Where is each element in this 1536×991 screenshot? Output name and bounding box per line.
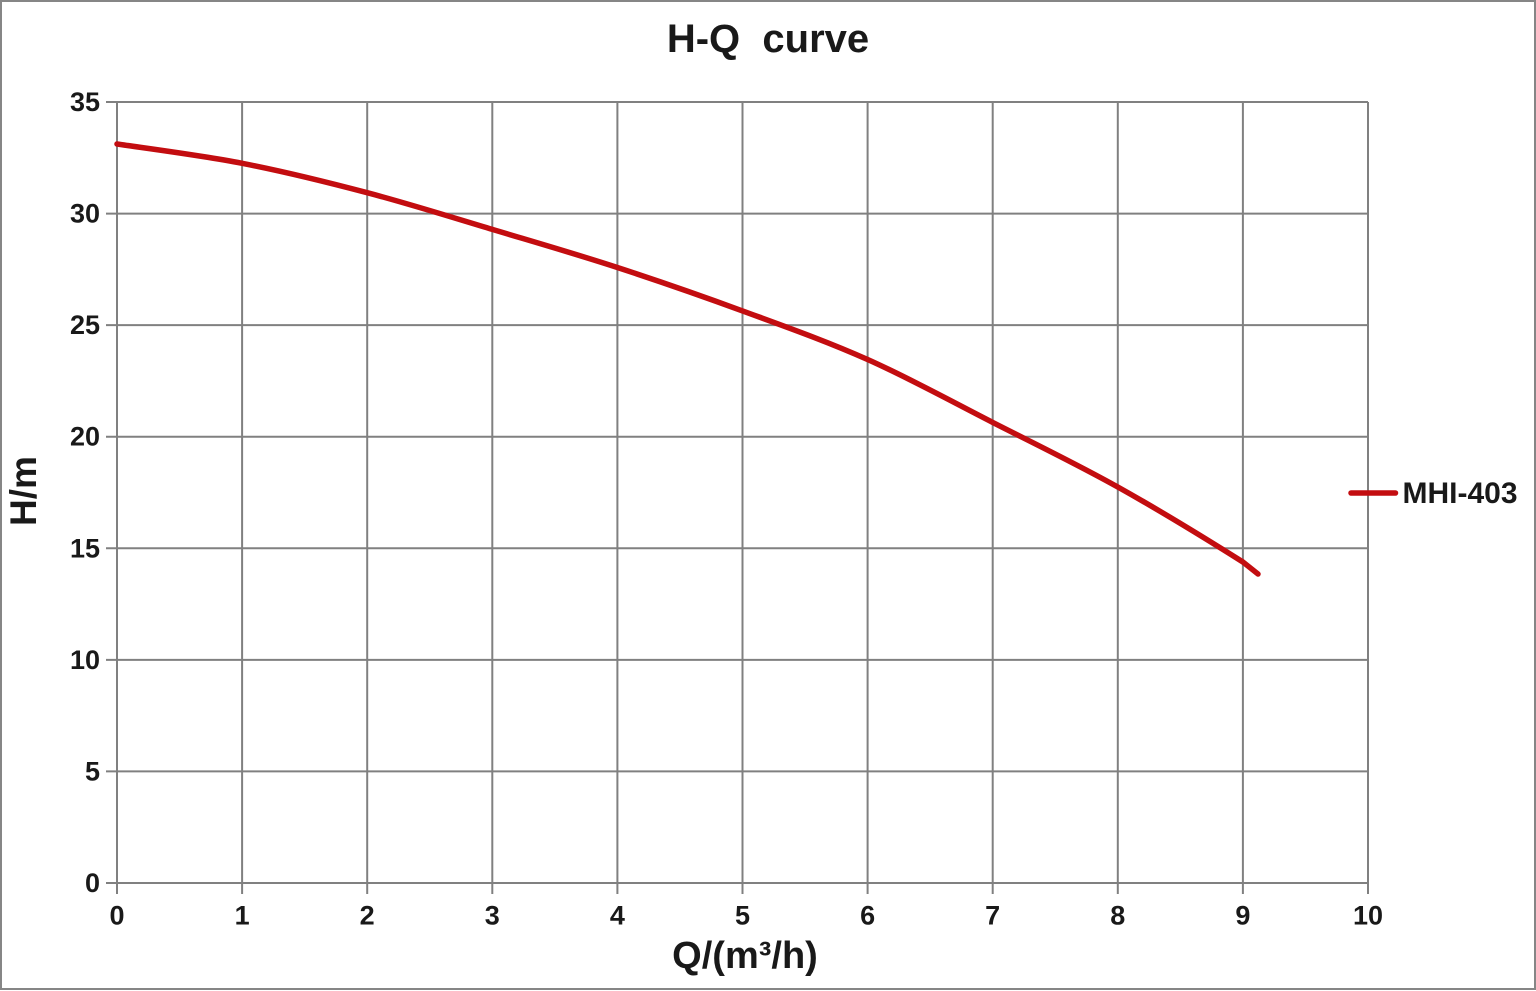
svg-text:10: 10	[1353, 901, 1383, 931]
svg-text:0: 0	[85, 868, 100, 898]
svg-text:3: 3	[485, 901, 500, 931]
svg-text:0: 0	[109, 901, 124, 931]
svg-text:2: 2	[360, 901, 375, 931]
svg-text:MHI-403: MHI-403	[1403, 477, 1518, 510]
svg-text:10: 10	[70, 645, 100, 675]
svg-text:6: 6	[860, 901, 875, 931]
svg-text:Q/(m³/h): Q/(m³/h)	[672, 935, 818, 977]
svg-text:4: 4	[610, 901, 625, 931]
svg-text:30: 30	[70, 199, 100, 229]
svg-text:20: 20	[70, 422, 100, 452]
svg-text:25: 25	[70, 310, 100, 340]
svg-text:35: 35	[70, 87, 100, 117]
svg-text:H/m: H/m	[3, 456, 44, 526]
svg-text:8: 8	[1110, 901, 1125, 931]
svg-text:H-Q curve: H-Q curve	[667, 17, 869, 61]
svg-text:1: 1	[235, 901, 250, 931]
svg-text:5: 5	[85, 756, 100, 786]
svg-text:7: 7	[985, 901, 1000, 931]
svg-text:5: 5	[735, 901, 750, 931]
svg-text:15: 15	[70, 533, 100, 563]
svg-text:9: 9	[1235, 901, 1250, 931]
